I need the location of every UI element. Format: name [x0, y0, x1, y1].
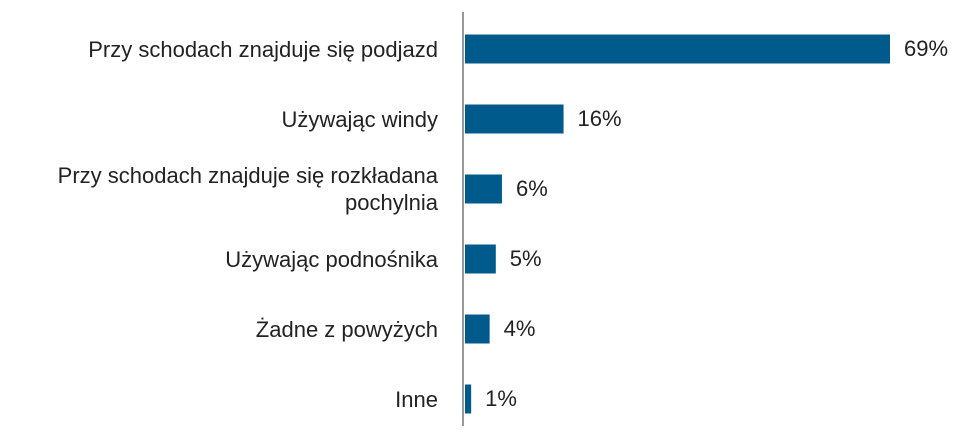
- bar: [465, 384, 472, 414]
- category-label: Używając podnośnika: [225, 246, 438, 272]
- category-label: Używając windy: [281, 106, 439, 132]
- value-label: 69%: [904, 36, 949, 61]
- value-label: 1%: [485, 386, 517, 411]
- bar: [465, 314, 490, 344]
- category-label: Przy schodach znajduje się podjazd: [88, 36, 438, 62]
- value-label: 16%: [577, 106, 622, 131]
- bar: [465, 174, 502, 204]
- category-label: Żadne z powyżych: [255, 316, 438, 342]
- bar: [465, 104, 564, 134]
- category-label: Inne: [395, 386, 438, 412]
- value-label: 5%: [509, 246, 542, 271]
- bar: [465, 244, 496, 274]
- category-label: Przy schodach znajduje się rozkładana po…: [57, 163, 438, 215]
- bar: [465, 34, 890, 64]
- value-label: 4%: [503, 316, 536, 341]
- value-label: 6%: [515, 176, 548, 201]
